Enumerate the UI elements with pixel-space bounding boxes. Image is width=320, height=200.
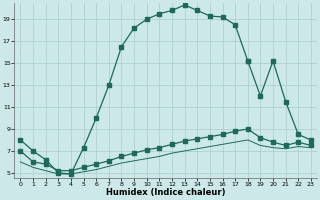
X-axis label: Humidex (Indice chaleur): Humidex (Indice chaleur): [106, 188, 225, 197]
